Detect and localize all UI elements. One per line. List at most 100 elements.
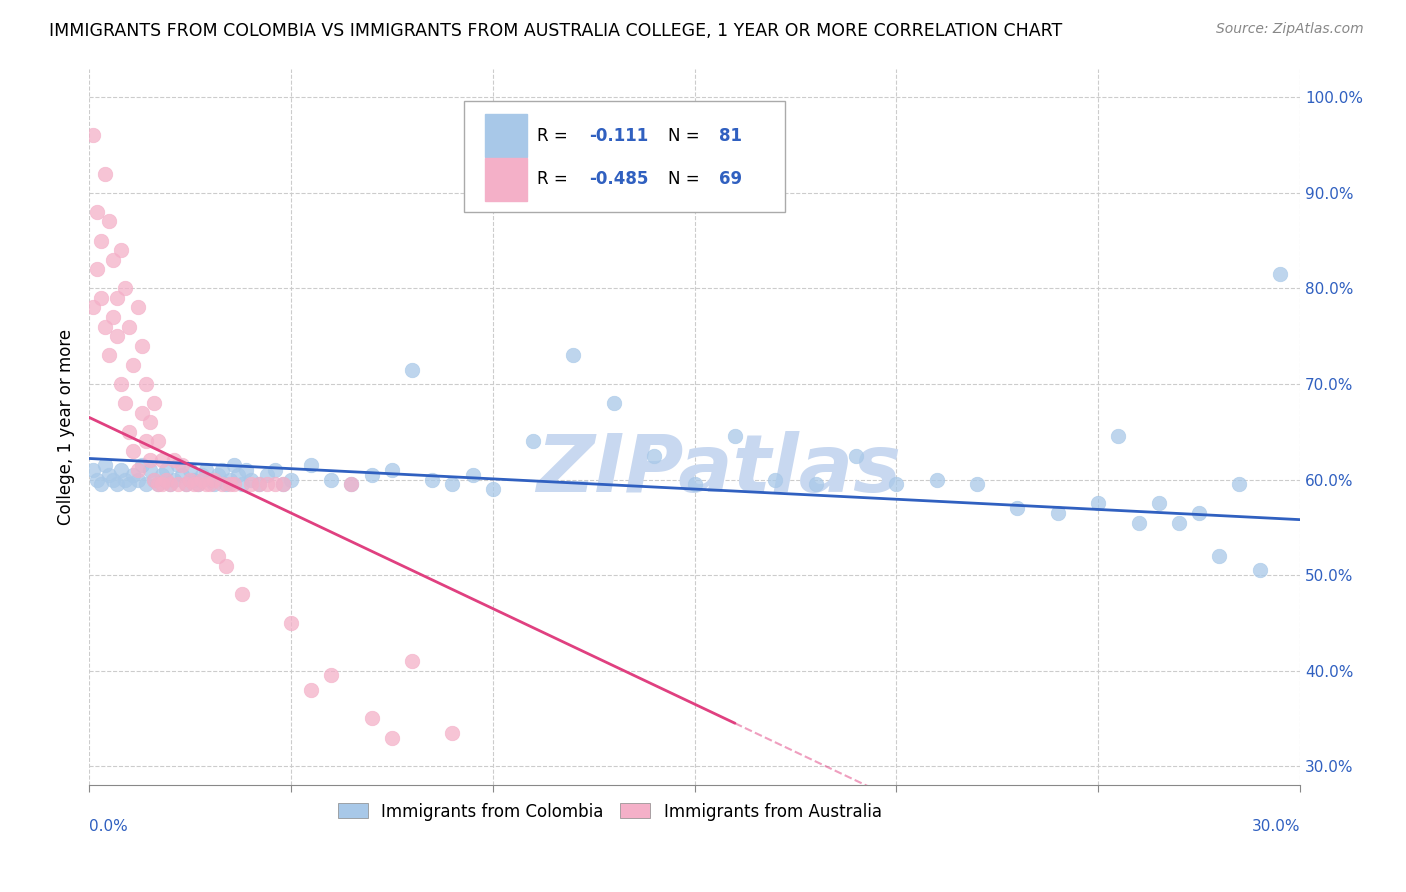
Point [127, 301, 149, 315]
Point [118, 477, 141, 491]
Text: N =: N = [668, 127, 704, 145]
Point [202, 477, 225, 491]
Point [280, 615, 302, 630]
Y-axis label: College, 1 year or more: College, 1 year or more [58, 329, 75, 525]
Point [82, 301, 104, 315]
Point [340, 477, 363, 491]
Point [219, 473, 242, 487]
Point [150, 453, 173, 467]
Point [170, 458, 193, 472]
Point [170, 467, 193, 482]
FancyBboxPatch shape [464, 101, 786, 212]
Point [110, 243, 132, 257]
Point [925, 473, 948, 487]
Point [215, 558, 238, 573]
Point [239, 477, 262, 491]
Point [90, 234, 112, 248]
Point [271, 477, 294, 491]
Point [118, 319, 141, 334]
Point [420, 473, 443, 487]
Point [159, 477, 181, 491]
Point [224, 477, 246, 491]
Point [299, 682, 322, 697]
Point [247, 477, 270, 491]
Point [804, 477, 827, 491]
Text: -0.485: -0.485 [589, 170, 648, 188]
Point [114, 396, 136, 410]
Text: N =: N = [668, 170, 704, 188]
Point [187, 477, 209, 491]
Point [191, 473, 214, 487]
Point [179, 463, 201, 477]
Point [231, 477, 253, 491]
Point [207, 549, 229, 563]
Point [202, 473, 225, 487]
Point [183, 477, 205, 491]
Point [360, 711, 382, 725]
Text: IMMIGRANTS FROM COLOMBIA VS IMMIGRANTS FROM AUSTRALIA COLLEGE, 1 YEAR OR MORE CO: IMMIGRANTS FROM COLOMBIA VS IMMIGRANTS F… [49, 22, 1063, 40]
Text: Source: ZipAtlas.com: Source: ZipAtlas.com [1216, 22, 1364, 37]
Point [401, 362, 423, 376]
Text: 30.0%: 30.0% [1251, 819, 1301, 834]
Point [247, 477, 270, 491]
Point [110, 376, 132, 391]
Point [155, 473, 177, 487]
Point [228, 467, 250, 482]
Point [211, 463, 233, 477]
Point [256, 477, 278, 491]
Point [1147, 496, 1170, 510]
Point [724, 429, 747, 443]
Point [86, 473, 108, 487]
Point [1087, 496, 1109, 510]
Point [1268, 267, 1291, 281]
Point [235, 463, 257, 477]
Point [321, 668, 343, 682]
Point [360, 467, 382, 482]
Point [110, 463, 132, 477]
Point [441, 726, 464, 740]
Point [603, 396, 626, 410]
Legend: Immigrants from Colombia, Immigrants from Australia: Immigrants from Colombia, Immigrants fro… [332, 796, 889, 827]
Text: 69: 69 [718, 170, 742, 188]
Point [198, 473, 221, 487]
Point [224, 458, 246, 472]
Point [1229, 477, 1251, 491]
Point [763, 473, 786, 487]
Point [381, 463, 404, 477]
Point [163, 473, 186, 487]
Point [179, 473, 201, 487]
Point [163, 453, 186, 467]
Text: -0.111: -0.111 [589, 127, 648, 145]
Point [118, 425, 141, 439]
Point [1249, 563, 1271, 577]
Point [105, 291, 128, 305]
Point [643, 449, 665, 463]
Point [127, 473, 149, 487]
Point [522, 434, 544, 449]
Point [98, 214, 121, 228]
Point [239, 473, 262, 487]
Point [94, 167, 117, 181]
Point [135, 376, 157, 391]
Point [280, 473, 302, 487]
Point [219, 477, 242, 491]
Point [481, 482, 503, 496]
Bar [485, 158, 527, 201]
Point [159, 477, 181, 491]
Point [966, 477, 988, 491]
Point [1208, 549, 1230, 563]
Point [138, 415, 160, 429]
Text: R =: R = [537, 170, 574, 188]
Point [271, 477, 294, 491]
Point [174, 477, 197, 491]
Point [256, 467, 278, 482]
Point [1046, 506, 1069, 520]
Point [98, 467, 121, 482]
Text: R =: R = [537, 127, 574, 145]
Point [263, 463, 285, 477]
Point [131, 458, 153, 472]
Point [142, 473, 165, 487]
Point [167, 477, 190, 491]
Point [82, 128, 104, 143]
Point [461, 467, 484, 482]
